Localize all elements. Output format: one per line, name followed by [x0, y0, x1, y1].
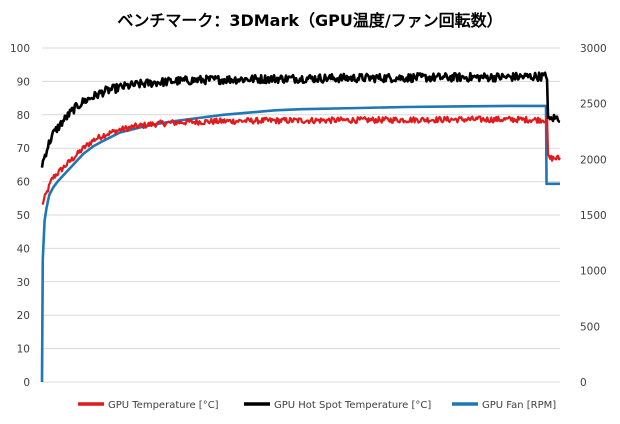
legend: GPU Temperature [°C] GPU Hot Spot Tempera… — [78, 400, 556, 411]
left-axis: 0 10 20 30 40 50 60 70 80 90 100 — [10, 43, 30, 389]
grid-layer — [42, 47, 560, 383]
left-tick-label: 90 — [17, 76, 30, 88]
legend-label: GPU Fan [RPM] — [482, 400, 556, 411]
right-axis: 0 500 1000 1500 2000 2500 3000 — [580, 43, 607, 389]
series-line — [41, 115, 561, 206]
chart-title: ベンチマーク：3DMark（GPU温度/ファン回転数） — [117, 11, 502, 30]
series-line — [40, 71, 561, 168]
left-tick-label: 50 — [17, 210, 30, 222]
series-line — [40, 104, 560, 383]
right-tick-label: 0 — [580, 377, 587, 389]
right-tick-label: 3000 — [580, 43, 607, 55]
left-tick-label: 80 — [17, 110, 30, 122]
right-tick-label: 2500 — [580, 99, 607, 111]
legend-label: GPU Hot Spot Temperature [°C] — [274, 400, 431, 411]
left-tick-label: 100 — [10, 43, 30, 55]
left-tick-label: 40 — [17, 243, 30, 255]
left-tick-label: 20 — [17, 310, 30, 322]
left-tick-label: 60 — [17, 177, 30, 189]
right-tick-label: 1000 — [580, 266, 607, 278]
legend-label: GPU Temperature [°C] — [108, 400, 219, 411]
series-layer — [40, 71, 561, 383]
right-tick-label: 1500 — [580, 210, 607, 222]
left-tick-label: 10 — [17, 344, 30, 356]
left-tick-label: 30 — [17, 277, 30, 289]
left-tick-label: 0 — [23, 377, 30, 389]
left-tick-label: 70 — [17, 143, 30, 155]
right-tick-label: 2000 — [580, 154, 607, 166]
right-tick-label: 500 — [580, 321, 600, 333]
